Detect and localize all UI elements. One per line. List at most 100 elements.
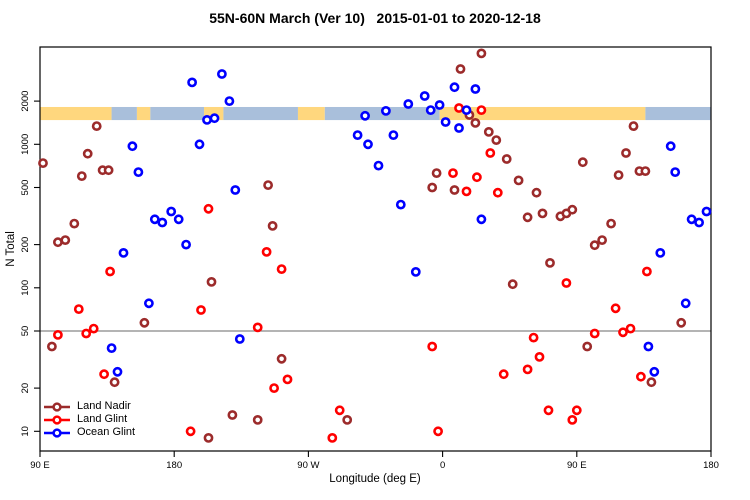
data-point-land-nadir bbox=[501, 154, 512, 164]
data-point-land-glint bbox=[618, 327, 628, 338]
data-point-land-nadir bbox=[267, 220, 278, 231]
land-glint-marker-icon bbox=[44, 414, 70, 425]
data-point-ocean-glint bbox=[181, 239, 191, 250]
data-point-land-nadir bbox=[483, 126, 494, 137]
y-tick-label: 100 bbox=[20, 280, 31, 296]
data-point-ocean-glint bbox=[166, 206, 177, 217]
data-point-land-glint bbox=[636, 371, 646, 382]
data-point-land-nadir bbox=[91, 121, 102, 131]
data-point-land-glint bbox=[88, 323, 99, 334]
data-point-land-glint bbox=[276, 264, 287, 274]
data-point-ocean-glint bbox=[157, 217, 168, 228]
data-point-land-nadir bbox=[577, 157, 588, 168]
data-point-land-nadir bbox=[47, 341, 57, 352]
data-point-land-nadir bbox=[628, 121, 639, 131]
y-axis-title: N Total bbox=[5, 231, 17, 267]
data-point-ocean-glint bbox=[187, 77, 197, 88]
data-point-ocean-glint bbox=[419, 91, 430, 101]
data-point-land-nadir bbox=[621, 148, 631, 158]
data-point-land-glint bbox=[196, 305, 206, 315]
data-point-land-glint bbox=[528, 332, 539, 343]
data-point-land-nadir bbox=[82, 148, 93, 159]
data-point-land-nadir bbox=[597, 235, 607, 245]
x-axis-title: Longitude (deg E) bbox=[329, 473, 421, 485]
data-point-land-glint bbox=[105, 266, 115, 277]
data-point-ocean-glint bbox=[173, 214, 184, 225]
data-point-ocean-glint bbox=[352, 130, 363, 140]
data-point-land-nadir bbox=[589, 240, 600, 251]
data-point-ocean-glint bbox=[112, 366, 123, 377]
data-point-land-glint bbox=[448, 168, 458, 178]
data-point-land-glint bbox=[571, 405, 582, 416]
data-point-land-nadir bbox=[470, 118, 481, 128]
data-point-land-glint bbox=[642, 266, 652, 277]
ocean-glint-marker-icon bbox=[44, 427, 70, 438]
data-point-ocean-glint bbox=[440, 117, 451, 127]
data-point-ocean-glint bbox=[373, 160, 384, 171]
data-point-ocean-glint bbox=[454, 123, 464, 133]
map-band-segment-land bbox=[439, 106, 646, 121]
data-point-ocean-glint bbox=[202, 115, 212, 125]
data-point-ocean-glint bbox=[665, 141, 676, 152]
data-point-ocean-glint bbox=[701, 206, 712, 217]
data-point-land-glint bbox=[534, 351, 545, 362]
data-point-ocean-glint bbox=[403, 99, 414, 109]
legend-label: Land Nadir bbox=[77, 400, 131, 412]
data-point-land-glint bbox=[334, 405, 345, 416]
data-point-land-nadir bbox=[109, 377, 120, 388]
data-point-land-glint bbox=[610, 303, 621, 314]
data-point-land-nadir bbox=[606, 218, 616, 229]
data-point-land-nadir bbox=[203, 432, 214, 443]
map-band-segment-land bbox=[136, 106, 151, 121]
y-tick-label: 2000 bbox=[20, 91, 31, 112]
data-point-land-glint bbox=[561, 278, 572, 288]
y-tick-label: 200 bbox=[20, 237, 31, 253]
data-point-land-glint bbox=[269, 383, 279, 393]
data-point-land-glint bbox=[261, 246, 272, 257]
data-point-land-nadir bbox=[69, 218, 80, 229]
data-point-land-glint bbox=[427, 341, 438, 352]
data-point-ocean-glint bbox=[434, 100, 445, 110]
data-point-land-nadir bbox=[513, 175, 524, 186]
data-point-ocean-glint bbox=[143, 298, 154, 309]
data-point-ocean-glint bbox=[133, 167, 144, 177]
data-point-land-glint bbox=[485, 148, 496, 158]
data-point-land-nadir bbox=[206, 276, 217, 287]
data-point-land-glint bbox=[461, 186, 472, 197]
data-point-ocean-glint bbox=[461, 105, 472, 115]
data-point-land-glint bbox=[282, 374, 293, 385]
map-band-segment-ocean bbox=[111, 106, 137, 121]
data-point-land-glint bbox=[498, 369, 509, 380]
data-point-land-nadir bbox=[263, 180, 273, 190]
legend-item-land-glint: Land Glint bbox=[44, 413, 135, 426]
legend-label: Land Glint bbox=[77, 413, 128, 425]
map-band-segment-land bbox=[297, 106, 325, 121]
data-point-ocean-glint bbox=[670, 167, 681, 177]
data-point-land-nadir bbox=[640, 166, 651, 176]
data-point-ocean-glint bbox=[230, 185, 241, 195]
data-point-ocean-glint bbox=[118, 247, 129, 258]
data-point-land-nadir bbox=[276, 353, 287, 364]
legend: Land Nadir Land Glint Ocean Glint bbox=[44, 400, 135, 439]
data-point-ocean-glint bbox=[224, 96, 235, 106]
data-point-land-nadir bbox=[545, 257, 555, 268]
y-tick-label: 10 bbox=[20, 426, 31, 437]
map-band bbox=[40, 106, 711, 121]
data-point-ocean-glint bbox=[360, 110, 370, 121]
y-tick-label: 50 bbox=[20, 326, 31, 337]
y-tick-label: 20 bbox=[20, 383, 31, 394]
data-point-land-glint bbox=[73, 304, 84, 314]
data-point-land-nadir bbox=[507, 279, 518, 290]
data-point-land-glint bbox=[543, 405, 554, 416]
x-tick-label: 180 bbox=[703, 460, 719, 471]
page-title: 55N-60N March (Ver 10) 2015-01-01 to 202… bbox=[209, 10, 541, 26]
data-point-land-glint bbox=[492, 187, 503, 198]
axes: 90 E 180 90 W 0 90 E 180 10 20 50 100 200 500 1000 20… bbox=[20, 46, 719, 471]
x-tick-label: 90 E bbox=[30, 460, 50, 471]
data-point-land-nadir bbox=[427, 182, 438, 193]
data-point-ocean-glint bbox=[380, 106, 391, 116]
data-point-land-nadir bbox=[342, 414, 353, 425]
data-point-ocean-glint bbox=[410, 266, 421, 277]
